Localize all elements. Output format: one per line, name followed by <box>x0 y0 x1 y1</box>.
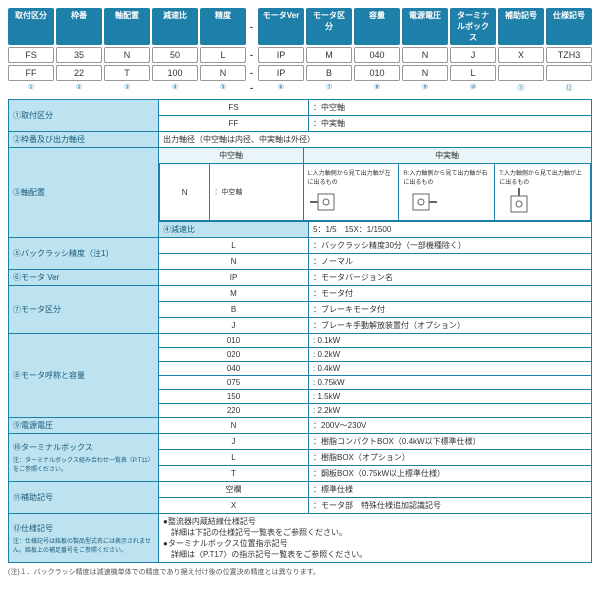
spec-table: ①取付区分 FS：中空軸 FF：中実軸 ②枠番及び出力軸径出力軸径（中空軸は内径… <box>8 99 592 563</box>
footnote: (注)１．バックラッシ精度は減速機単体での精度であり据え付け後の位置決め精度とは… <box>8 567 592 577</box>
r2-cell-10 <box>498 65 544 81</box>
r1-cell-10: X <box>498 47 544 63</box>
nums-cell-4: ⑤ <box>200 83 246 93</box>
hdrs-cell-6: モータ区分 <box>306 8 352 45</box>
hdrs-cell-3: 減速比 <box>152 8 198 45</box>
r1-cell-5: IP <box>258 47 304 63</box>
nums-cell-3: ④ <box>152 83 198 93</box>
r1-cell-1: 35 <box>56 47 102 63</box>
hdrs-cell-9: ターミナルボックス <box>450 8 496 45</box>
r1-cell-4: L <box>200 47 246 63</box>
nums-cell-1: ② <box>56 83 102 93</box>
r1-cell-3: 50 <box>152 47 198 63</box>
r2-cell-5: IP <box>258 65 304 81</box>
hdrs-cell-4: 精度 <box>200 8 246 45</box>
hdrs-cell-8: 電源電圧 <box>402 8 448 45</box>
r1-cell-11: TZH3 <box>546 47 592 63</box>
hdrs-cell-5: モータVer <box>258 8 304 45</box>
r2-cell-1: 22 <box>56 65 102 81</box>
r2-cell-6: B <box>306 65 352 81</box>
r2-cell-0: FF <box>8 65 54 81</box>
nums-cell-6: ⑦ <box>306 83 352 93</box>
r2-cell-8: N <box>402 65 448 81</box>
hdrs-cell-11: 仕様記号 <box>546 8 592 45</box>
nums-cell-8: ⑨ <box>402 83 448 93</box>
r1-cell-8: N <box>402 47 448 63</box>
hdrs-cell-7: 容量 <box>354 8 400 45</box>
nums-cell-0: ① <box>8 83 54 93</box>
r2-cell-2: T <box>104 65 150 81</box>
r2-cell-4: N <box>200 65 246 81</box>
nums-cell-7: ⑧ <box>354 83 400 93</box>
nums-cell-10: ⑪ <box>498 83 544 93</box>
r2-cell-3: 100 <box>152 65 198 81</box>
hdrs-cell-0: 取付区分 <box>8 8 54 45</box>
r2-cell-9: L <box>450 65 496 81</box>
nums-cell-2: ③ <box>104 83 150 93</box>
r2-cell-7: 010 <box>354 65 400 81</box>
nums-cell-11: ⑫ <box>546 83 592 93</box>
nums-cell-9: ⑩ <box>450 83 496 93</box>
hdrs-cell-1: 枠番 <box>56 8 102 45</box>
r1-cell-0: FS <box>8 47 54 63</box>
r1-cell-6: M <box>306 47 352 63</box>
r1-cell-9: J <box>450 47 496 63</box>
r2-cell-11 <box>546 65 592 81</box>
r1-cell-7: 040 <box>354 47 400 63</box>
nums-cell-5: ⑥ <box>258 83 304 93</box>
r1-cell-2: N <box>104 47 150 63</box>
hdrs-cell-2: 軸配置 <box>104 8 150 45</box>
hdrs-cell-10: 補助記号 <box>498 8 544 45</box>
